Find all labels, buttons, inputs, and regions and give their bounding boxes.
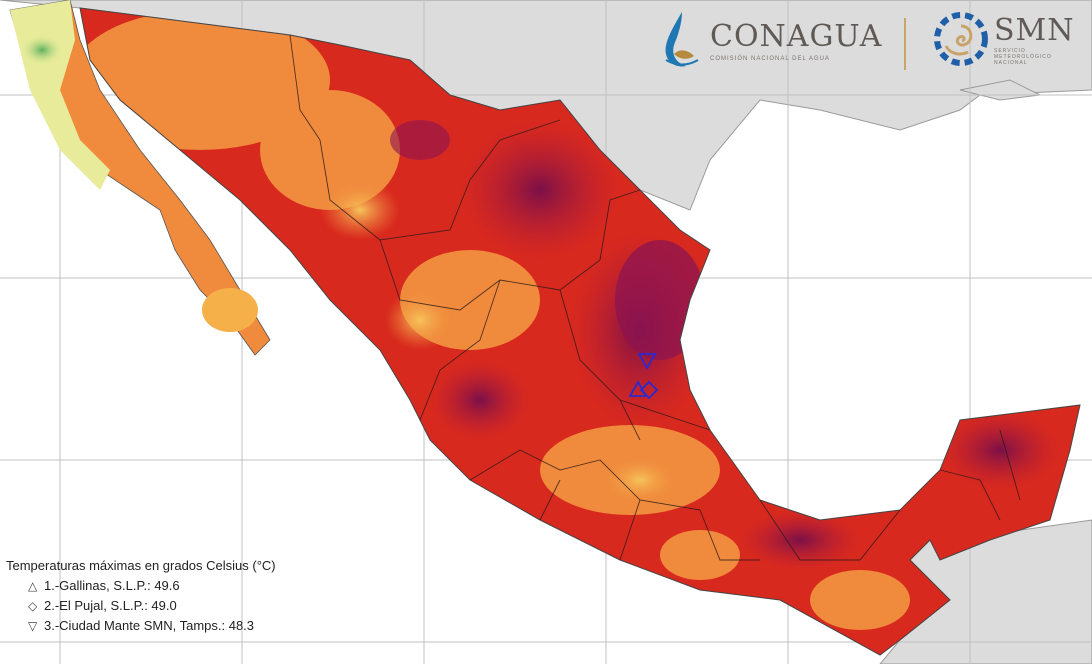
baja-california <box>9 0 271 356</box>
legend-item-text: 3.-Ciudad Mante SMN, Tamps.: 48.3 <box>44 618 255 633</box>
station-ciudad-mante-marker <box>637 353 657 370</box>
legend-title: Temperaturas máximas en grados Celsius (… <box>6 558 276 573</box>
legend-item: ◇ 2.-El Pujal, S.L.P.: 49.0 <box>6 596 276 616</box>
legend: Temperaturas máximas en grados Celsius (… <box>6 556 276 636</box>
conagua-name: CONAGUA <box>710 18 883 54</box>
legend-item-text: 1.-Gallinas, S.L.P.: 49.6 <box>44 578 180 593</box>
conagua-drop-icon <box>665 12 699 67</box>
diamond-icon: ◇ <box>28 599 38 613</box>
logos: CONAGUA COMISIÓN NACIONAL DEL AGUA SMN S… <box>660 10 1080 80</box>
triangle-up-icon: △ <box>28 579 38 593</box>
smn-subtitle-3: NACIONAL <box>994 59 1028 66</box>
legend-item: △ 1.-Gallinas, S.L.P.: 49.6 <box>6 576 276 596</box>
station-markers <box>628 353 659 400</box>
triangle-down-icon: ▽ <box>28 619 38 633</box>
smn-subtitle-1: SERVICIO <box>994 47 1026 54</box>
smn-name: SMN <box>994 12 1075 48</box>
conagua-subtitle: COMISIÓN NACIONAL DEL AGUA <box>710 55 830 62</box>
legend-item-text: 2.-El Pujal, S.L.P.: 49.0 <box>44 598 177 613</box>
smn-logo: SMN SERVICIO METEOROLÓGICO NACIONAL <box>932 10 1075 68</box>
legend-item: ▽ 3.-Ciudad Mante SMN, Tamps.: 48.3 <box>6 616 276 636</box>
station-el-pujal-marker <box>639 380 659 400</box>
smn-subtitle-2: METEOROLÓGICO <box>994 53 1052 60</box>
logo-divider <box>904 18 906 70</box>
smn-spiral-icon <box>934 12 988 66</box>
conagua-logo: CONAGUA COMISIÓN NACIONAL DEL AGUA <box>660 10 882 70</box>
state-borders <box>289 34 1021 561</box>
